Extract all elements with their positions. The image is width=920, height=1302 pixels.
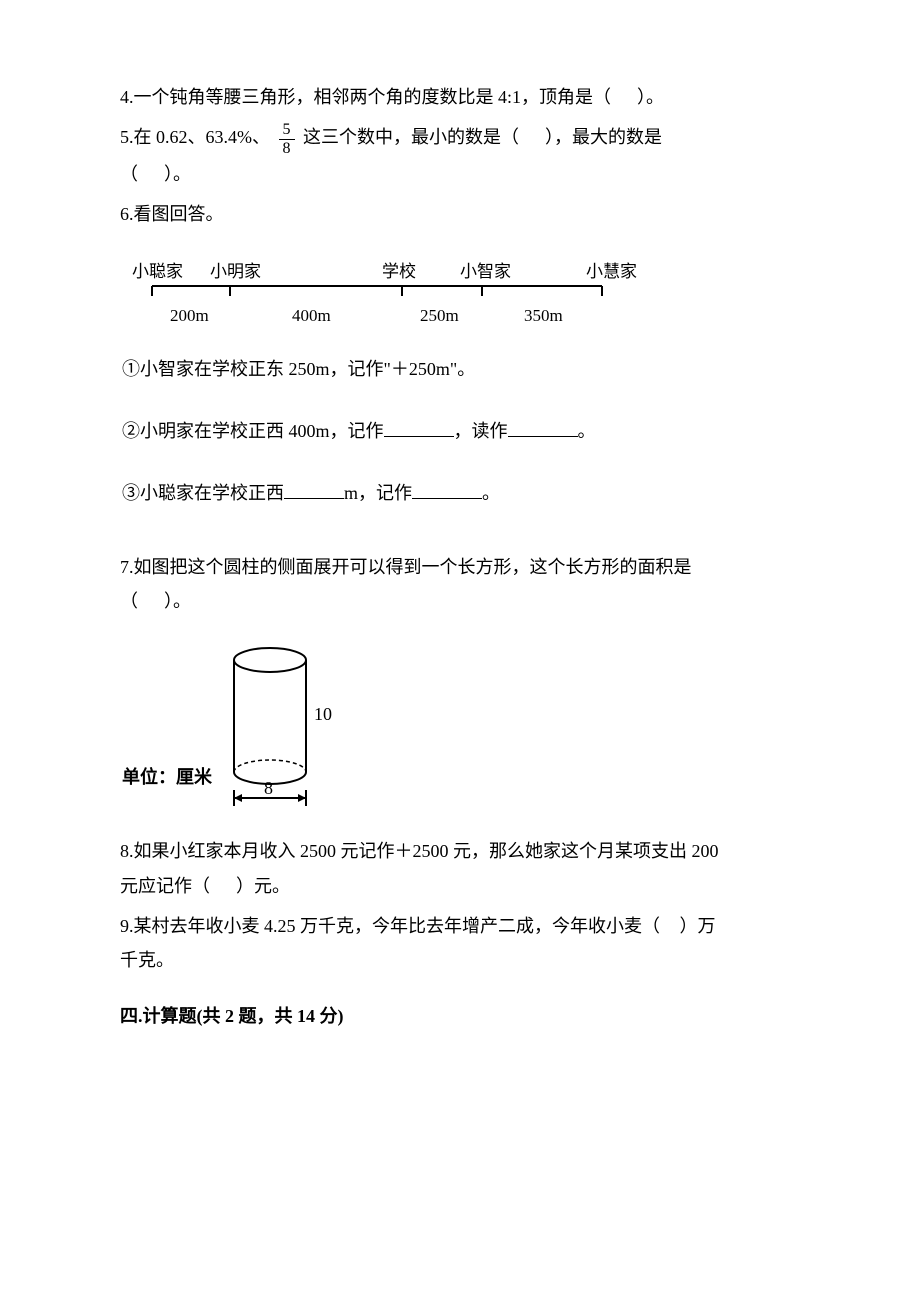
q5-frac-num: 5 [279,121,295,140]
q7-line2-before: （ [120,591,138,611]
q5-line2-before: （ [120,164,138,184]
q6-sub2-mid: ，读作 [454,421,508,441]
q6-sub3-blank1 [284,481,344,499]
q9-blank [660,916,680,936]
number-line-diagram: 小聪家 小明家 学校 小智家 小慧家 200m 400m 250m 350m [132,256,810,324]
q8-blank [210,876,236,896]
question-9: 9.某村去年收小麦 4.25 万千克，今年比去年增产二成，今年收小麦（ ）万 千… [120,909,810,977]
q6-sub1: ①小智家在学校正东 250m，记作"＋250m"。 [122,352,810,386]
q6-sub3-before: ③小聪家在学校正西 [122,483,284,503]
question-4: 4.一个钝角等腰三角形，相邻两个角的度数比是 4:1，顶角是（ ）。 [120,80,810,114]
q6-sub3-mid: m，记作 [344,483,412,503]
q4-text-before: 4.一个钝角等腰三角形，相邻两个角的度数比是 4:1，顶角是（ [120,87,611,107]
number-line-top-labels: 小聪家 小明家 学校 小智家 小慧家 [132,256,810,282]
q6-sub2-before: ②小明家在学校正西 400m，记作 [122,421,384,441]
q9-before: 9.某村去年收小麦 4.25 万千克，今年比去年增产二成，今年收小麦（ [120,916,660,936]
label-school: 学校 [382,256,416,288]
q5-frac-den: 8 [279,140,295,158]
q6-sub3-after: 。 [482,483,500,503]
label-xiaozhi: 小智家 [460,256,511,288]
q9-line2: 千克。 [120,950,174,970]
q5-blank2 [138,164,164,184]
q6-sub2: ②小明家在学校正西 400m，记作 ，读作 。 [122,414,810,448]
q5-fraction: 5 8 [279,121,295,157]
cylinder-diagram: 单位：厘米 10 8 [122,642,810,812]
q4-text-after: ）。 [637,87,664,107]
label-xiaocong: 小聪家 [132,256,183,288]
cylinder-width-label: 8 [264,778,273,798]
q6-sub2-blank1 [384,419,454,437]
q5-line2-after: ）。 [164,164,191,184]
label-xiaoming: 小明家 [210,256,261,288]
q7-line2-after: ）。 [164,591,191,611]
cylinder-svg: 10 8 [220,642,350,812]
q7-line1: 7.如图把这个圆柱的侧面展开可以得到一个长方形，这个长方形的面积是 [120,550,810,584]
q6-sub2-blank2 [508,419,578,437]
question-5: 5.在 0.62、63.4%、 5 8 这三个数中，最小的数是（ ），最大的数是… [120,120,810,191]
q7-blank [138,591,164,611]
dist-4: 350m [524,300,563,332]
q8-line2-before: 元应记作（ [120,876,210,896]
q6-sub3: ③小聪家在学校正西 m，记作 。 [122,476,810,510]
q6-title: 6.看图回答。 [120,197,810,231]
cylinder-height-label: 10 [314,704,332,724]
number-line-distances: 200m 400m 250m 350m [132,300,810,324]
dist-1: 200m [170,300,209,332]
q9-after: ）万 [680,916,716,936]
question-8: 8.如果小红家本月收入 2500 元记作＋2500 元，那么她家这个月某项支出 … [120,834,810,902]
section-4-header: 四.计算题(共 2 题，共 14 分) [120,999,810,1033]
question-6: 6.看图回答。 小聪家 小明家 学校 小智家 小慧家 200m 400m 250… [120,197,810,510]
q6-sub2-after: 。 [578,421,596,441]
label-xiaohui: 小慧家 [586,256,637,288]
q5-blank1 [519,127,545,147]
q6-sub3-blank2 [412,481,482,499]
q5-mid1: 这三个数中，最小的数是（ [303,127,519,147]
q8-line1: 8.如果小红家本月收入 2500 元记作＋2500 元，那么她家这个月某项支出 … [120,834,810,868]
q8-line2-after: ）元。 [236,876,290,896]
dist-3: 250m [420,300,459,332]
question-7: 7.如图把这个圆柱的侧面展开可以得到一个长方形，这个长方形的面积是 （ ）。 单… [120,550,810,812]
q4-blank [611,87,637,107]
q5-prefix: 5.在 0.62、63.4%、 [120,127,270,147]
q5-mid2: ），最大的数是 [545,127,662,147]
cylinder-caption: 单位：厘米 [122,760,212,812]
dist-2: 400m [292,300,331,332]
